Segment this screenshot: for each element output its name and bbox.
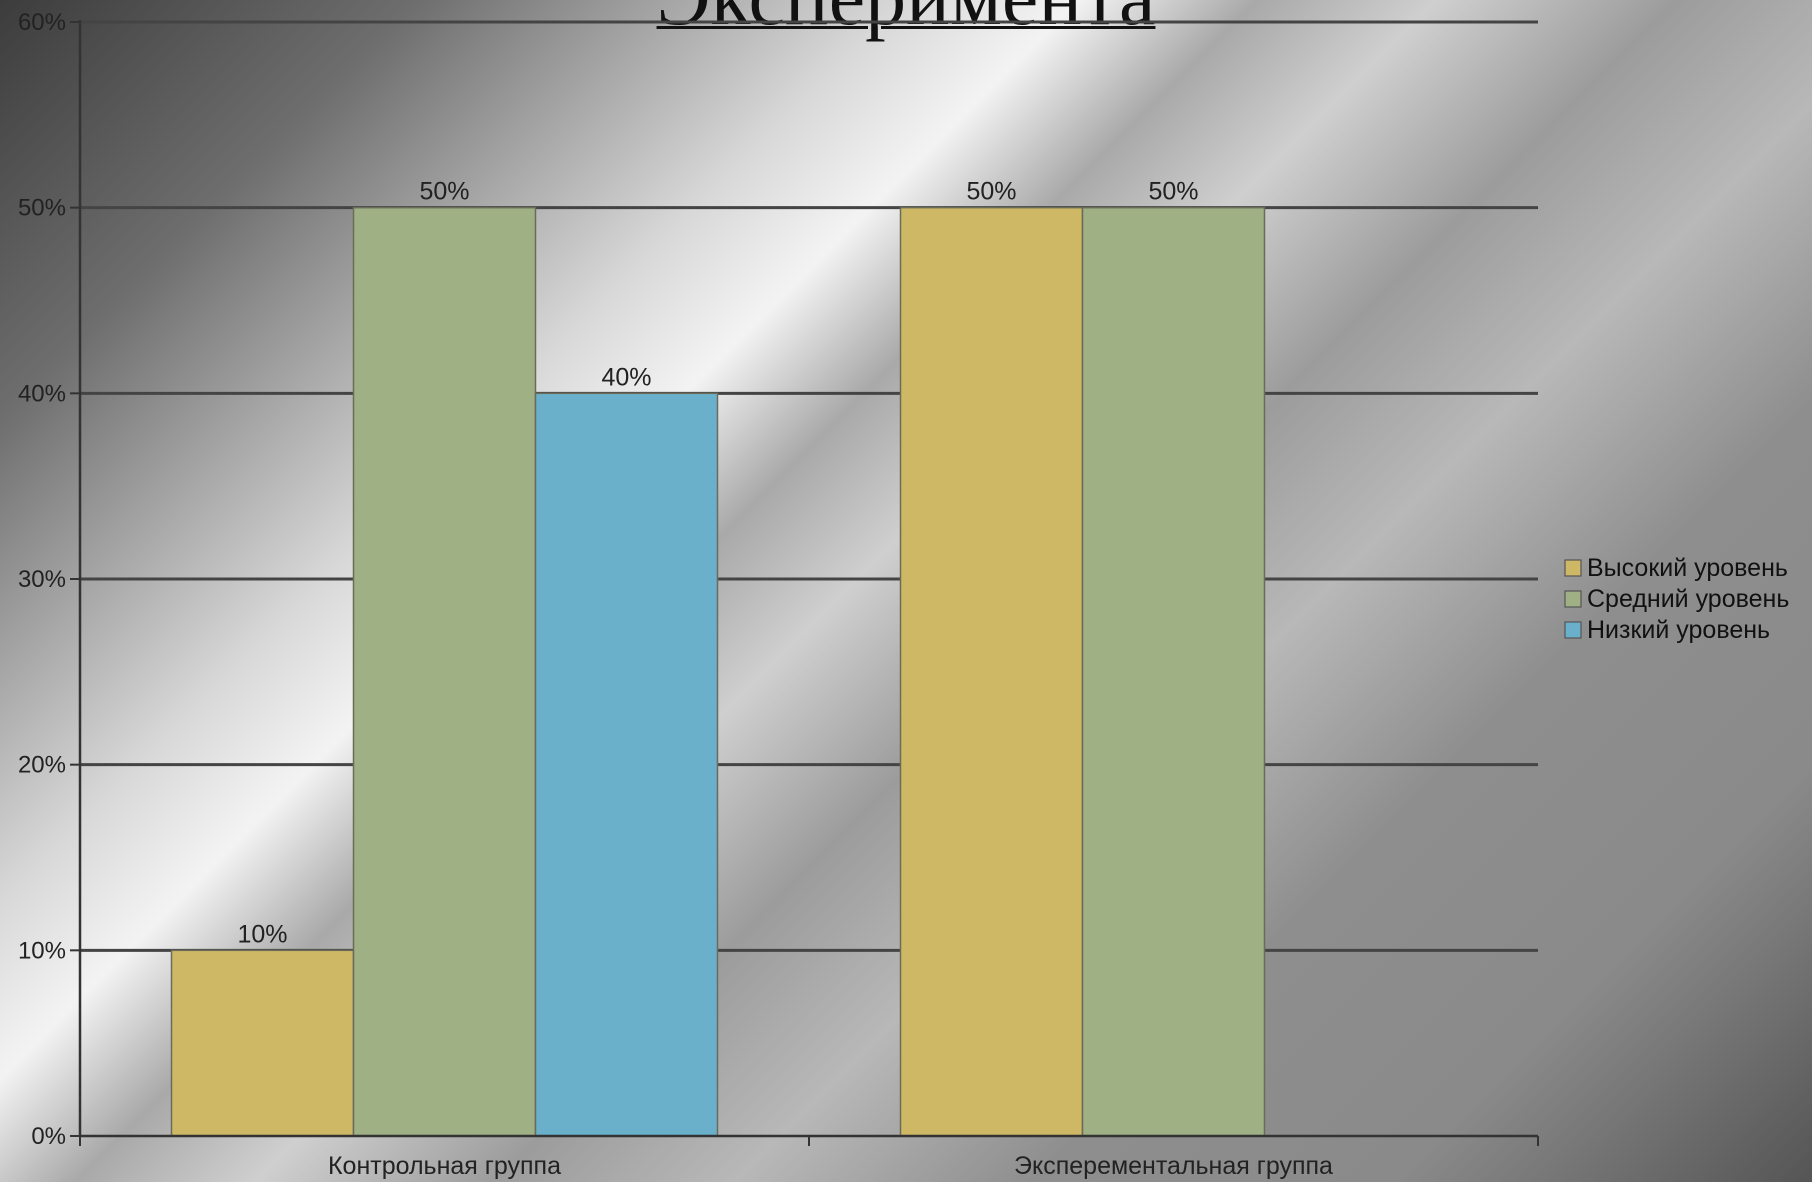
data-label: 50% <box>419 178 469 206</box>
legend-swatch <box>1564 621 1582 639</box>
y-tick-label: 20% <box>18 752 66 779</box>
data-label: 50% <box>966 178 1016 206</box>
bar <box>1081 206 1266 1137</box>
bar <box>352 206 537 1137</box>
legend-swatch <box>1564 559 1582 577</box>
legend: Высокий уровень Средний уровень Низкий уро… <box>1564 554 1789 644</box>
y-axis-tick-labels: 0% 10% 20% 30% 40% 50% 60% <box>18 9 66 1150</box>
y-tick-label: 60% <box>18 9 66 36</box>
bar <box>899 206 1084 1137</box>
y-tick-label: 10% <box>18 937 66 964</box>
x-axis-category-labels: Контрольная группа Эксперементальная груп… <box>328 1152 1333 1180</box>
bar <box>534 392 719 1137</box>
y-tick-label: 50% <box>18 195 66 222</box>
legend-label: Средний уровень <box>1587 585 1789 613</box>
y-tick-label: 30% <box>18 566 66 593</box>
gridlines <box>80 20 1538 952</box>
legend-label: Низкий уровень <box>1587 616 1770 644</box>
data-label: 40% <box>601 363 651 391</box>
data-labels: 10% 50% 40% 50% 50% <box>237 178 1198 949</box>
bars <box>170 206 1266 1137</box>
legend-label: Высокий уровень <box>1587 554 1788 582</box>
axes <box>70 20 1539 1146</box>
bar <box>170 949 355 1137</box>
data-label: 10% <box>237 920 287 948</box>
x-category-label: Эксперементальная группа <box>1014 1152 1333 1180</box>
legend-swatch <box>1564 590 1582 608</box>
data-label: 50% <box>1148 178 1198 206</box>
y-tick-label: 40% <box>18 380 66 407</box>
y-tick-label: 0% <box>31 1123 66 1150</box>
x-category-label: Контрольная группа <box>328 1152 561 1180</box>
